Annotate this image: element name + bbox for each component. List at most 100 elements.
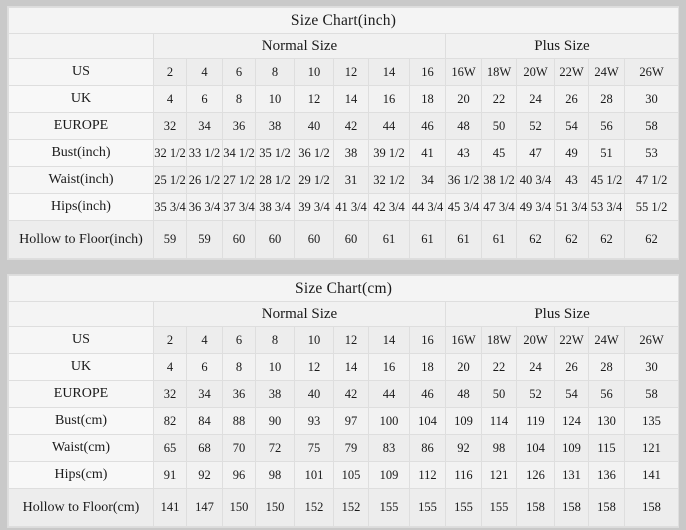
cell-hollow-13: 158 xyxy=(623,488,680,527)
cell-waist-13: 121 xyxy=(623,434,680,462)
group-header-plus-size: Plus Size xyxy=(444,301,680,327)
cell-waist-7: 86 xyxy=(409,434,446,462)
cell-hollow-5: 152 xyxy=(333,488,369,527)
size-chart-cm: Size Chart(cm) Normal Size Plus Size US … xyxy=(7,274,680,528)
cell-uk-1: 6 xyxy=(186,85,223,113)
cell-bust-1: 33 1/2 xyxy=(186,139,223,167)
table-row: Waist(inch) 25 1/2 26 1/2 27 1/2 28 1/2 … xyxy=(8,166,680,194)
cell-waist-12: 45 1/2 xyxy=(588,166,625,194)
cell-uk-10: 24 xyxy=(516,85,555,113)
cell-us-1: 4 xyxy=(186,326,223,354)
cell-hollow-12: 62 xyxy=(588,220,625,259)
table-row: Bust(cm) 82 84 88 90 93 97 100 104 109 1… xyxy=(8,407,680,435)
cell-waist-10: 104 xyxy=(516,434,555,462)
cell-us-12: 24W xyxy=(588,58,625,86)
cell-uk-0: 4 xyxy=(153,353,187,381)
cell-us-13: 26W xyxy=(623,326,680,354)
cell-hips-12: 136 xyxy=(588,461,625,489)
cell-uk-3: 10 xyxy=(255,85,295,113)
table-row: EUROPE 32 34 36 38 40 42 44 46 48 50 52 … xyxy=(8,112,680,140)
table-row: UK 4 6 8 10 12 14 16 18 20 22 24 26 28 3… xyxy=(8,85,680,113)
cell-europe-8: 48 xyxy=(445,380,482,408)
cell-bust-2: 88 xyxy=(222,407,256,435)
cell-bust-9: 114 xyxy=(481,407,517,435)
cell-hollow-6: 61 xyxy=(368,220,410,259)
cell-bust-1: 84 xyxy=(186,407,223,435)
cell-europe-4: 40 xyxy=(294,380,334,408)
cell-europe-2: 36 xyxy=(222,112,256,140)
cell-hollow-4: 152 xyxy=(294,488,334,527)
cell-hollow-11: 62 xyxy=(554,220,589,259)
row-label-bust: Bust(cm) xyxy=(8,407,154,435)
cell-us-3: 8 xyxy=(255,326,295,354)
cell-hollow-4: 60 xyxy=(294,220,334,259)
cell-europe-3: 38 xyxy=(255,380,295,408)
cell-uk-3: 10 xyxy=(255,353,295,381)
cell-waist-13: 47 1/2 xyxy=(623,166,680,194)
cell-hips-3: 98 xyxy=(255,461,295,489)
cell-us-4: 10 xyxy=(294,58,334,86)
cell-uk-11: 26 xyxy=(554,353,589,381)
cell-waist-0: 65 xyxy=(153,434,187,462)
cell-uk-7: 18 xyxy=(409,85,446,113)
cell-bust-10: 119 xyxy=(516,407,555,435)
cell-bust-11: 49 xyxy=(554,139,589,167)
group-blank-cell xyxy=(8,301,154,327)
cell-waist-8: 92 xyxy=(445,434,482,462)
cell-hollow-10: 62 xyxy=(516,220,555,259)
cell-uk-12: 28 xyxy=(588,353,625,381)
cell-waist-3: 72 xyxy=(255,434,295,462)
row-label-waist: Waist(inch) xyxy=(8,166,154,194)
cell-bust-5: 38 xyxy=(333,139,369,167)
cell-uk-5: 14 xyxy=(333,353,369,381)
cell-bust-13: 53 xyxy=(623,139,680,167)
cell-hips-1: 36 3/4 xyxy=(186,193,223,221)
cell-hips-11: 131 xyxy=(554,461,589,489)
group-header-plus-size: Plus Size xyxy=(444,33,680,59)
cell-europe-10: 52 xyxy=(516,380,555,408)
cell-europe-10: 52 xyxy=(516,112,555,140)
cell-hips-8: 45 3/4 xyxy=(445,193,482,221)
cell-europe-7: 46 xyxy=(409,112,446,140)
group-header-normal-size: Normal Size xyxy=(153,301,446,327)
cell-uk-2: 8 xyxy=(222,353,256,381)
cell-hips-6: 42 3/4 xyxy=(368,193,410,221)
cell-bust-0: 82 xyxy=(153,407,187,435)
table-row: Hollow to Floor(cm) 141 147 150 150 152 … xyxy=(8,488,680,527)
cell-hips-8: 116 xyxy=(445,461,482,489)
cell-europe-0: 32 xyxy=(153,380,187,408)
table-row: US 2 4 6 8 10 12 14 16 16W 18W 20W 22W 2… xyxy=(8,58,680,86)
cell-hips-4: 39 3/4 xyxy=(294,193,334,221)
cell-hips-0: 35 3/4 xyxy=(153,193,187,221)
cell-europe-11: 54 xyxy=(554,112,589,140)
cell-hips-1: 92 xyxy=(186,461,223,489)
cell-europe-4: 40 xyxy=(294,112,334,140)
cell-europe-13: 58 xyxy=(623,380,680,408)
row-label-hollow-to-floor: Hollow to Floor(cm) xyxy=(8,488,154,527)
cell-hollow-0: 59 xyxy=(153,220,187,259)
row-label-europe: EUROPE xyxy=(8,112,154,140)
cell-us-8: 16W xyxy=(445,58,482,86)
cell-us-9: 18W xyxy=(481,58,517,86)
size-table-inch: Size Chart(inch) Normal Size Plus Size U… xyxy=(7,7,680,259)
cell-waist-2: 70 xyxy=(222,434,256,462)
table-row: Bust(inch) 32 1/2 33 1/2 34 1/2 35 1/2 3… xyxy=(8,139,680,167)
table-group-row: Normal Size Plus Size xyxy=(8,301,680,327)
cell-us-0: 2 xyxy=(153,326,187,354)
cell-hollow-13: 62 xyxy=(623,220,680,259)
cell-hollow-11: 158 xyxy=(554,488,589,527)
cell-europe-1: 34 xyxy=(186,380,223,408)
cell-waist-1: 26 1/2 xyxy=(186,166,223,194)
cell-uk-9: 22 xyxy=(481,85,517,113)
cell-bust-12: 130 xyxy=(588,407,625,435)
cell-uk-1: 6 xyxy=(186,353,223,381)
cell-us-5: 12 xyxy=(333,326,369,354)
cell-waist-6: 83 xyxy=(368,434,410,462)
cell-us-11: 22W xyxy=(554,58,589,86)
cell-hollow-2: 150 xyxy=(222,488,256,527)
cell-europe-3: 38 xyxy=(255,112,295,140)
cell-hips-11: 51 3/4 xyxy=(554,193,589,221)
cell-hollow-7: 155 xyxy=(409,488,446,527)
cell-us-8: 16W xyxy=(445,326,482,354)
